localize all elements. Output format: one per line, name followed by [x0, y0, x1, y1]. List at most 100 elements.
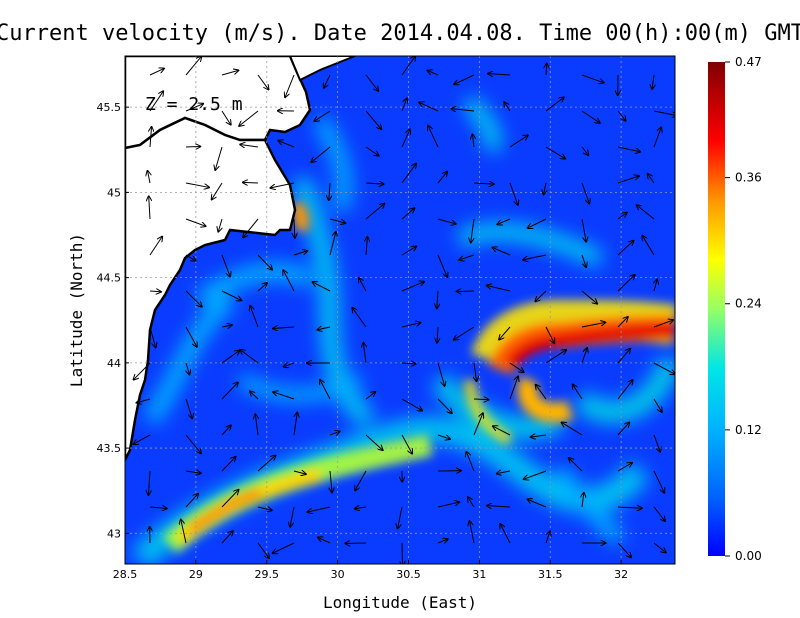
plot-area: [125, 56, 675, 564]
x-ticks: 28.5 29 29.5 30 30.5 31 31.5 32: [113, 560, 628, 581]
velocity-arrow: [437, 502, 459, 508]
velocity-arrow: [581, 146, 588, 155]
velocity-arrow: [329, 232, 336, 256]
velocity-arrow: [311, 146, 331, 162]
velocity-arrow: [652, 74, 654, 89]
velocity-arrow: [524, 470, 547, 479]
velocity-arrow: [318, 537, 331, 544]
velocity-arrow: [653, 110, 675, 116]
velocity-arrow: [329, 431, 340, 435]
velocity-arrow: [352, 308, 367, 328]
velocity-arrow: [221, 350, 240, 364]
velocity-arrow: [471, 218, 475, 243]
velocity-arrow: [149, 326, 156, 347]
velocity-arrow: [185, 471, 201, 473]
velocity-arrow: [569, 458, 583, 472]
velocity-vectors: [133, 56, 675, 564]
velocity-arrow: [509, 135, 528, 148]
velocity-arrow: [437, 218, 456, 224]
velocity-arrow: [324, 74, 331, 88]
y-axis-label: Latitude (North): [67, 233, 86, 387]
y-tick-label: 44: [107, 357, 121, 370]
velocity-arrow: [185, 57, 201, 76]
velocity-arrow: [500, 524, 511, 544]
velocity-arrow: [355, 507, 367, 509]
velocity-arrow: [653, 127, 661, 148]
velocity-arrow: [451, 109, 475, 111]
velocity-arrow: [617, 317, 628, 328]
y-ticks: 43 43.5 44 44.5 45 45.5: [97, 101, 129, 540]
velocity-arrow: [637, 205, 655, 220]
velocity-arrow: [293, 251, 307, 256]
colorbar-tick-label: 0.47: [735, 55, 762, 69]
velocity-arrow: [365, 74, 378, 91]
velocity-arrow: [653, 470, 664, 493]
velocity-arrow: [401, 434, 412, 454]
velocity-arrow: [149, 69, 164, 76]
x-tick-label: 29.5: [255, 568, 280, 581]
velocity-arrow: [149, 237, 162, 256]
velocity-arrow: [330, 470, 332, 492]
velocity-arrow: [359, 278, 367, 292]
velocity-arrow: [528, 218, 547, 228]
velocity-arrow: [527, 499, 547, 508]
velocity-arrow: [581, 74, 604, 83]
velocity-arrow: [653, 506, 665, 521]
velocity-arrow: [278, 141, 295, 148]
velocity-arrow: [320, 380, 331, 400]
velocity-arrow: [545, 97, 564, 112]
velocity-arrow: [329, 182, 330, 200]
velocity-arrow: [523, 254, 547, 260]
velocity-arrow: [149, 291, 161, 292]
velocity-arrow: [473, 183, 494, 184]
velocity-arrow: [186, 362, 189, 374]
velocity-arrow: [504, 102, 511, 112]
velocity-arrow: [437, 434, 450, 439]
velocity-arrow: [221, 70, 238, 76]
velocity-arrow: [617, 213, 627, 220]
velocity-arrow: [509, 362, 524, 372]
velocity-arrow: [149, 196, 150, 220]
velocity-arrow: [617, 542, 631, 557]
velocity-arrow: [535, 290, 547, 301]
velocity-arrow: [314, 110, 331, 121]
velocity-arrow: [271, 182, 295, 188]
velocity-arrow: [437, 290, 438, 308]
velocity-arrow: [531, 435, 547, 437]
velocity-arrow: [474, 362, 477, 381]
velocity-arrow: [221, 490, 238, 508]
velocity-arrow: [221, 531, 233, 544]
velocity-arrow: [493, 426, 511, 436]
colorbar-tick-label: 0.24: [735, 297, 762, 311]
velocity-arrow: [581, 218, 586, 242]
velocity-arrow: [401, 363, 416, 364]
velocity-arrow: [185, 398, 192, 418]
velocity-arrow: [283, 270, 295, 292]
velocity-arrow: [250, 306, 259, 328]
velocity-arrow: [221, 325, 232, 327]
velocity-field: [130, 95, 675, 564]
velocity-arrow: [427, 71, 439, 76]
velocity-arrow: [221, 290, 241, 300]
velocity-arrow: [365, 392, 375, 400]
velocity-arrow: [470, 521, 475, 544]
velocity-arrow: [313, 282, 331, 292]
velocity-arrow: [654, 279, 657, 292]
velocity-arrow: [294, 218, 295, 238]
colorbar-ticks: 0.00 0.12 0.24 0.36 0.47: [725, 55, 762, 563]
velocity-arrow: [401, 98, 407, 112]
velocity-arrow: [240, 144, 259, 147]
velocity-arrow: [257, 254, 272, 270]
velocity-arrow: [468, 497, 475, 508]
velocity-arrow: [257, 542, 269, 558]
velocity-arrow: [617, 146, 640, 152]
velocity-arrow: [437, 326, 438, 343]
velocity-arrow: [581, 182, 589, 203]
x-tick-label: 28.5: [113, 568, 138, 581]
velocity-arrow: [317, 327, 331, 330]
velocity-arrow: [582, 493, 584, 508]
velocity-arrow: [293, 471, 306, 474]
grid-lines: [125, 56, 675, 564]
velocity-arrow: [473, 413, 483, 436]
